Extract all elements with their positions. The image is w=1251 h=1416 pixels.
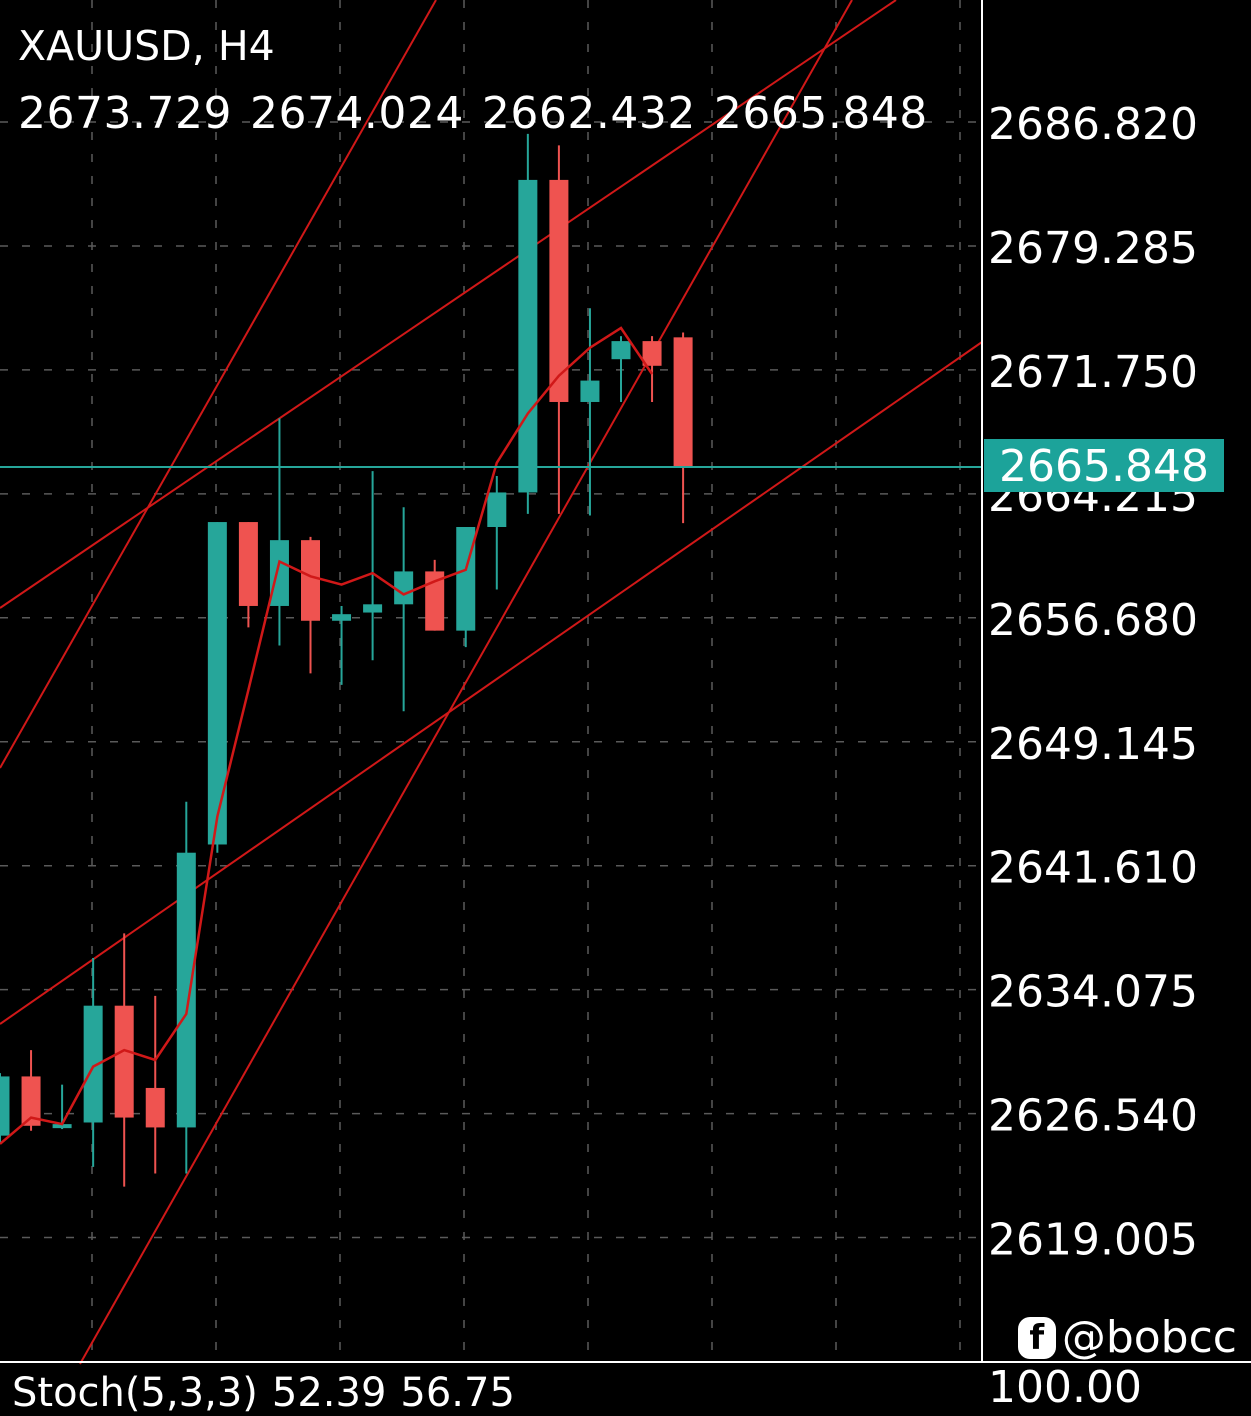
close-value: 2665.848	[713, 88, 928, 139]
candle-body	[207, 522, 227, 845]
current-price-label: 2665.848	[984, 439, 1224, 492]
candle	[145, 995, 165, 1174]
stochastic-k: 52.39	[271, 1370, 387, 1416]
candle	[269, 418, 289, 646]
candle-body	[518, 179, 538, 493]
candle-body	[611, 341, 631, 360]
candle	[332, 605, 352, 685]
y-tick-label: 2656.680	[988, 595, 1198, 646]
candle-body	[0, 1076, 10, 1136]
trend-line[interactable]	[0, 0, 437, 769]
candle-body	[673, 337, 693, 467]
candle	[549, 145, 569, 514]
price-axis[interactable]: 2686.8202679.2852671.7502664.2152656.680…	[988, 99, 1198, 1266]
stochastic-d: 56.75	[400, 1370, 515, 1416]
stochastic-label: Stoch(5,3,3)	[12, 1370, 258, 1416]
y-tick-label: 2679.285	[988, 223, 1198, 274]
candle-body	[487, 492, 507, 527]
candle-body	[549, 179, 569, 402]
candle-body	[52, 1124, 72, 1129]
candle	[238, 522, 258, 628]
candle-body	[145, 1087, 165, 1128]
grid-lines	[0, 0, 982, 1362]
candle-body	[21, 1076, 41, 1126]
trend-line[interactable]	[79, 0, 853, 1365]
candle-body	[301, 540, 320, 621]
candle	[0, 1073, 10, 1144]
candle	[611, 336, 631, 402]
candle	[673, 332, 693, 524]
y-tick-label: 2686.820	[988, 99, 1198, 150]
candle-body	[642, 341, 662, 366]
y-tick-label: 2641.610	[988, 843, 1198, 894]
candle	[642, 336, 662, 402]
stochastic-header: Stoch(5,3,3) 52.39 56.75	[12, 1370, 529, 1416]
candle	[487, 476, 507, 590]
candle	[83, 957, 103, 1167]
y-tick-label: 2626.540	[988, 1091, 1198, 1142]
y-tick-label: 2619.005	[988, 1215, 1198, 1266]
open-value: 2673.729	[18, 88, 232, 139]
stochastic-axis-max: 100.00	[988, 1362, 1142, 1413]
y-tick-label: 2649.145	[988, 719, 1198, 770]
moving-average-line	[0, 326, 654, 1145]
y-tick-label: 2671.750	[988, 347, 1198, 398]
current-price-value: 2665.848	[999, 441, 1209, 492]
candle-body	[363, 604, 383, 613]
watermark-handle: @bobcc	[1061, 1312, 1237, 1363]
candle-body	[176, 852, 196, 1128]
trend-line[interactable]	[0, 0, 897, 609]
current-price-tag	[984, 439, 1224, 492]
candle	[301, 536, 320, 674]
low-value: 2662.432	[481, 88, 696, 139]
candle-body	[114, 1005, 134, 1118]
candle	[518, 133, 538, 514]
candle	[425, 559, 445, 631]
trend-lines[interactable]	[0, 0, 983, 1365]
candle-body	[580, 380, 600, 402]
candle-body	[238, 522, 258, 606]
candle	[580, 308, 600, 516]
candle	[207, 522, 227, 853]
candle	[114, 933, 134, 1187]
trend-line[interactable]	[0, 341, 983, 1025]
candle	[176, 801, 196, 1174]
watermark: f @bobcc	[1017, 1312, 1237, 1363]
candle-body	[425, 571, 445, 631]
candle-body	[269, 540, 289, 606]
symbol-title: XAUUSD, H4	[18, 22, 275, 70]
candle-body	[83, 1005, 103, 1123]
candle	[363, 471, 383, 661]
y-tick-label: 2634.075	[988, 967, 1198, 1018]
candle	[394, 507, 414, 712]
facebook-icon: f	[1017, 1316, 1056, 1359]
candle-body	[394, 571, 414, 605]
ohlc-readout: 2673.729 2674.024 2662.432 2665.848	[18, 88, 946, 139]
candle-body	[332, 614, 352, 621]
high-value: 2674.024	[249, 88, 464, 139]
